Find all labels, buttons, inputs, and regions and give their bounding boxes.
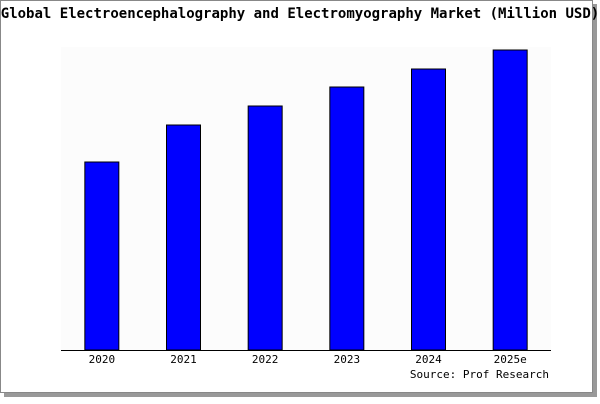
source-note: Source: Prof Research xyxy=(410,368,549,381)
x-tick-label: 2022 xyxy=(252,353,279,366)
x-tick-label: 2021 xyxy=(170,353,197,366)
bar xyxy=(247,105,283,351)
x-tick-label: 2024 xyxy=(415,353,442,366)
x-tick-label: 2025e xyxy=(494,353,527,366)
bar xyxy=(411,68,446,351)
plot-area xyxy=(61,47,551,350)
x-tick-label: 2023 xyxy=(334,353,361,366)
bar xyxy=(166,124,201,351)
bar xyxy=(329,86,365,351)
chart-title: Global Electroencephalography and Electr… xyxy=(1,6,599,22)
x-tick-label: 2020 xyxy=(89,353,116,366)
bar xyxy=(84,161,120,351)
bar xyxy=(492,49,528,351)
